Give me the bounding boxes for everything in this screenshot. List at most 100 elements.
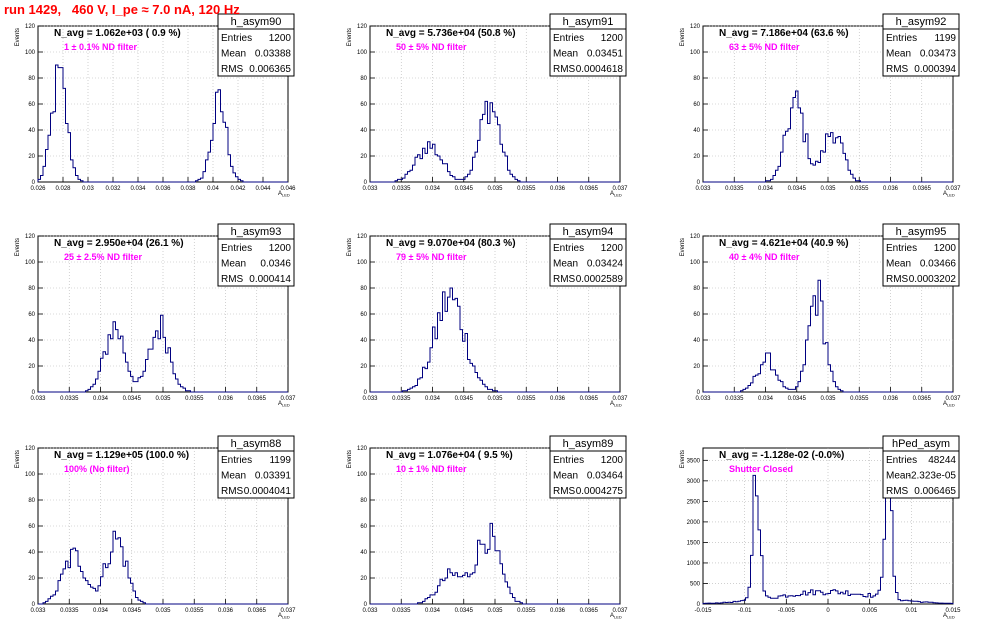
y-axis-label: Events: [347, 238, 353, 256]
y-tick-label: 60: [693, 102, 700, 108]
x-tick-label: 0.033: [30, 608, 46, 614]
y-tick-label: 60: [360, 524, 367, 530]
stats-row-label: RMS: [553, 64, 576, 75]
x-axis-label: ALED: [278, 613, 290, 620]
stats-row-label: Entries: [221, 455, 252, 466]
x-tick-label: 0.0345: [455, 608, 474, 614]
x-tick-label: 0.035: [487, 396, 503, 402]
x-tick-label: 0.037: [945, 186, 961, 192]
x-tick-label: 0.0335: [392, 186, 411, 192]
x-tick-label: 0.0365: [580, 396, 599, 402]
x-tick-label: 0.034: [425, 186, 441, 192]
stats-title: h_asym92: [896, 16, 947, 28]
y-tick-label: 0: [697, 180, 701, 186]
x-tick-label: 0.033: [362, 396, 378, 402]
x-tick-label: 0.0335: [60, 608, 79, 614]
y-tick-label: 120: [25, 24, 36, 30]
y-tick-label: 120: [357, 24, 368, 30]
y-tick-label: 100: [25, 472, 36, 478]
y-tick-label: 3500: [687, 458, 701, 464]
histogram-line: [37, 64, 288, 183]
stats-row-label: Mean: [221, 471, 246, 482]
x-axis-label: ALED: [610, 613, 622, 620]
y-tick-label: 80: [28, 498, 35, 504]
y-tick-label: 80: [28, 286, 35, 292]
y-axis-label: Events: [15, 28, 21, 46]
x-tick-label: 0.034: [93, 396, 109, 402]
x-tick-label: 0.0335: [60, 396, 79, 402]
filter-label: Shutter Closed: [729, 464, 793, 474]
y-tick-label: 100: [357, 260, 368, 266]
y-tick-label: 120: [357, 234, 368, 240]
x-tick-label: 0.035: [487, 608, 503, 614]
stats-row-label: Entries: [553, 33, 584, 44]
x-tick-label: 0.037: [612, 186, 628, 192]
navg-label: N_avg = 7.186e+04 (63.6 %): [719, 28, 849, 39]
y-tick-label: 120: [25, 234, 36, 240]
stats-row-value: 1199: [269, 455, 291, 466]
run-title: run 1429, 460 V, I_pe ≈ 7.0 nA, 120 Hz: [4, 2, 240, 17]
y-tick-label: 0: [364, 602, 368, 608]
stats-row-value: 0.03424: [587, 259, 624, 270]
x-tick-label: 0.033: [30, 396, 46, 402]
x-axis-label: ALED: [278, 401, 290, 408]
stats-row-label: Entries: [886, 243, 917, 254]
x-tick-label: 0.03: [82, 186, 94, 192]
y-tick-label: 40: [693, 128, 700, 134]
stats-row-label: Entries: [221, 243, 252, 254]
x-tick-label: 0.0345: [455, 396, 474, 402]
stats-row-value: 1200: [934, 243, 957, 254]
stats-row-label: Entries: [553, 455, 584, 466]
y-tick-label: 100: [690, 50, 701, 56]
y-tick-label: 500: [690, 581, 701, 587]
navg-label: N_avg = 1.062e+03 ( 0.9 %): [54, 28, 181, 39]
stats-row-value: 1199: [934, 33, 956, 44]
x-axis-label: ALED: [610, 401, 622, 408]
y-tick-label: 120: [25, 446, 36, 452]
stats-box: [882, 13, 960, 77]
x-tick-label: 0.034: [758, 396, 774, 402]
stats-row-label: RMS: [886, 64, 909, 75]
filter-label: 10 ± 1% ND filter: [396, 464, 467, 474]
x-tick-label: 0.046: [280, 186, 296, 192]
stats-row-value: 0.03391: [255, 471, 292, 482]
navg-label: N_avg = -1.128e-02 (-0.0%): [719, 450, 844, 461]
stats-row-value: 1200: [601, 455, 624, 466]
y-tick-label: 60: [360, 312, 367, 318]
y-tick-label: 0: [697, 602, 701, 608]
filter-label: 1 ± 0.1% ND filter: [64, 42, 137, 52]
stats-row-value: 0.0002589: [576, 274, 624, 285]
histogram-panel-h_asym94: 0.033 0.0335 0.034 0.0345 0.035 0.0355 0.036 0.…: [347, 223, 628, 408]
x-tick-label: 0.036: [550, 608, 566, 614]
stats-row-label: Mean: [221, 49, 246, 60]
x-tick-label: 0.033: [362, 186, 378, 192]
y-tick-label: 120: [357, 446, 368, 452]
navg-label: N_avg = 1.076e+04 ( 9.5 %): [386, 450, 513, 461]
x-tick-label: 0.037: [280, 396, 296, 402]
y-axis-label: Events: [347, 28, 353, 46]
x-tick-label: 0.0355: [185, 608, 204, 614]
y-tick-label: 80: [360, 286, 367, 292]
stats-row-label: Entries: [886, 33, 917, 44]
y-tick-label: 40: [28, 128, 35, 134]
x-axis-label: ALED: [278, 191, 290, 198]
stats-row-value: 0.03464: [587, 471, 624, 482]
stats-row-value: -2.323e-05: [908, 471, 957, 482]
y-tick-label: 20: [28, 154, 35, 160]
y-tick-label: 120: [690, 24, 701, 30]
y-tick-label: 80: [360, 76, 367, 82]
x-tick-label: 0.033: [695, 186, 711, 192]
stats-title: hPed_asym: [892, 438, 950, 450]
y-tick-label: 0: [364, 180, 368, 186]
filter-label: 50 ± 5% ND filter: [396, 42, 467, 52]
x-tick-label: 0.0335: [725, 186, 744, 192]
y-tick-label: 40: [360, 128, 367, 134]
y-axis-label: Events: [680, 238, 686, 256]
stats-box: [217, 223, 295, 287]
y-tick-label: 20: [28, 364, 35, 370]
x-tick-label: 0.033: [362, 608, 378, 614]
histogram-line: [38, 530, 288, 605]
y-tick-label: 60: [28, 524, 35, 530]
x-tick-label: 0.0345: [123, 608, 142, 614]
